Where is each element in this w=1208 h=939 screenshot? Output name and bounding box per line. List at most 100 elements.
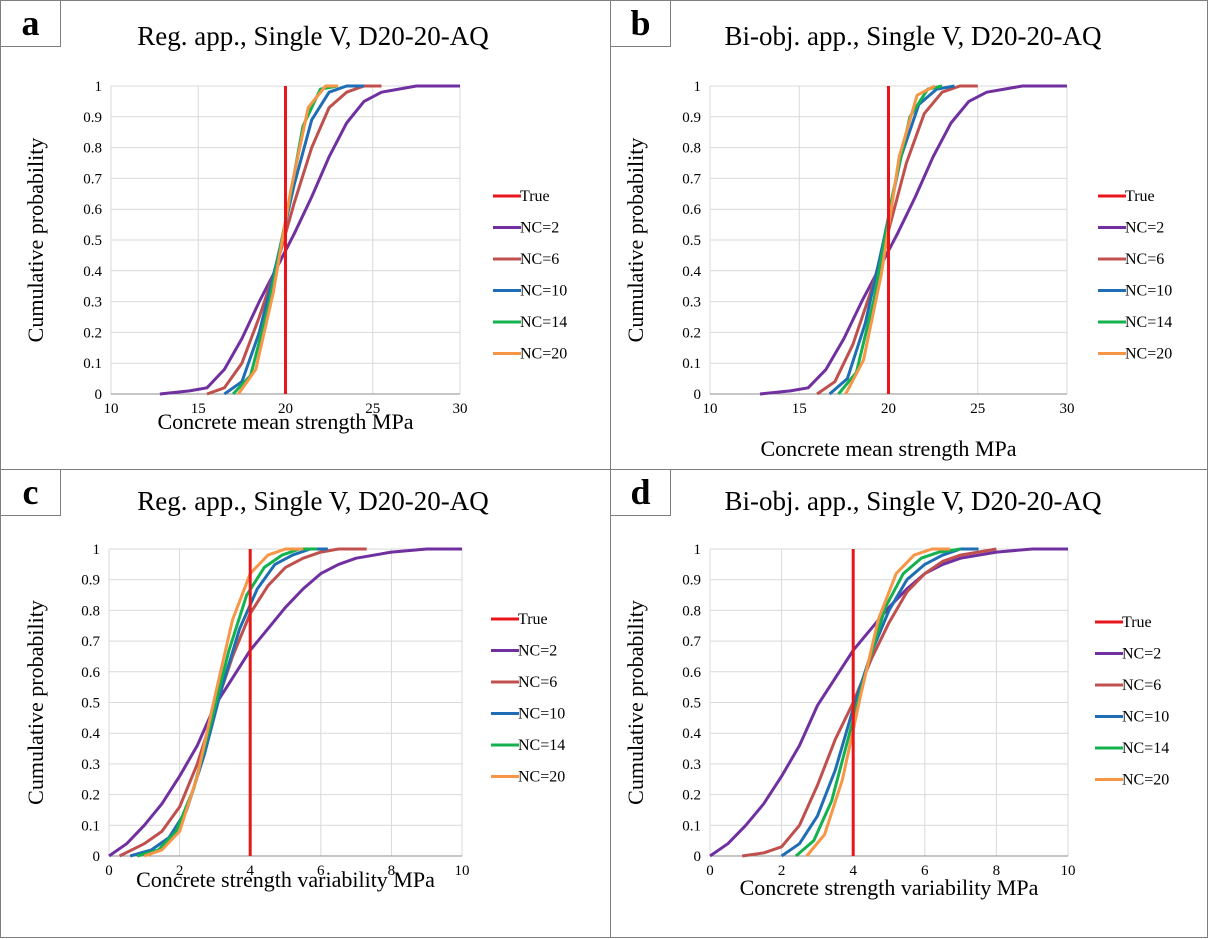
y-tick-label: 0.2	[682, 788, 701, 804]
y-tick-label: 0.3	[682, 757, 701, 773]
x-tick-label: 4	[849, 863, 857, 879]
x-tick-label: 25	[970, 401, 985, 417]
legend-label-nc-10: NC=10	[520, 283, 567, 300]
y-tick-label: 0.4	[682, 264, 701, 280]
y-tick-label: 0	[95, 387, 103, 403]
y-tick-label: 0	[694, 849, 702, 865]
x-axis-title: Concrete strength variability MPa	[740, 875, 1039, 900]
series-line-nc-20	[805, 547, 950, 857]
legend-label-nc-10: NC=10	[1125, 283, 1172, 300]
y-tick-label: 0.3	[682, 295, 701, 311]
y-tick-label: 0.8	[682, 603, 701, 619]
y-tick-label: 0.4	[81, 726, 100, 742]
legend-label-nc-14: NC=14	[1122, 740, 1169, 757]
series-line-nc-6	[206, 84, 382, 396]
y-tick-label: 1	[95, 79, 103, 95]
y-tick-label: 0.6	[682, 202, 701, 218]
y-tick-label: 0.5	[83, 233, 102, 249]
x-tick-label: 2	[778, 863, 786, 879]
chart-c: Reg. app., Single V, D20-20-AQ 0 2 4 6 8 10 0 0.…	[23, 486, 565, 892]
x-tick-label: 20	[278, 401, 293, 417]
x-tick-label: 2	[176, 863, 184, 879]
y-tick-label: 0.3	[81, 757, 100, 773]
legend-label-true: True	[520, 188, 550, 205]
y-tick-label: 0.2	[682, 325, 701, 341]
legend-label-true: True	[1125, 188, 1155, 205]
y-tick-label: 0.8	[682, 141, 701, 157]
y-tick-label: 1	[694, 542, 702, 558]
series-line-nc-2	[159, 84, 460, 396]
series-line-nc-6	[816, 84, 978, 396]
y-tick-label: 0	[694, 387, 702, 403]
y-tick-label: 0.7	[682, 171, 701, 187]
legend-label-true: True	[518, 611, 548, 628]
series-line-nc-10	[780, 547, 979, 858]
y-tick-label: 0.6	[83, 202, 102, 218]
panel-d: Bi-obj. app., Single V, D20-20-AQ 0 2 4 6 8 10…	[610, 469, 1208, 938]
panel-letter-b: b	[611, 1, 671, 47]
x-tick-label: 20	[881, 401, 896, 417]
grid-c	[108, 548, 463, 857]
x-axis-title: Concrete mean strength MPa	[761, 436, 1017, 461]
chart-title-c: Reg. app., Single V, D20-20-AQ	[137, 486, 489, 516]
x-tick-label: 15	[792, 401, 807, 417]
y-tick-label: 0.7	[682, 634, 701, 650]
y-tick-label: 0.5	[682, 233, 701, 249]
y-tick-label: 0.2	[83, 325, 102, 341]
x-tick-label: 30	[453, 401, 468, 417]
legend-label-nc-14: NC=14	[520, 314, 567, 331]
legend-label-nc-20: NC=20	[1122, 772, 1169, 789]
legend-label-nc-6: NC=6	[520, 251, 559, 268]
y-axis-title: Cumulative probability	[623, 138, 648, 343]
legend-label-nc-6: NC=6	[518, 674, 557, 691]
panel-letter-a: a	[1, 1, 61, 47]
y-tick-label: 0.6	[682, 665, 701, 681]
chart-title-d: Bi-obj. app., Single V, D20-20-AQ	[725, 486, 1102, 516]
y-tick-label: 0.9	[682, 573, 701, 589]
legend-label-nc-2: NC=2	[1122, 646, 1161, 663]
y-tick-label: 0.1	[81, 818, 100, 834]
x-tick-label: 10	[455, 863, 470, 879]
legend-label-nc-2: NC=2	[1125, 220, 1164, 237]
y-tick-label: 0.7	[81, 634, 100, 650]
y-tick-label: 0.9	[682, 110, 701, 126]
x-tick-label: 0	[105, 863, 113, 879]
legend-label-nc-20: NC=20	[518, 769, 565, 786]
panel-letter-c: c	[1, 470, 61, 516]
series-line-nc-2	[759, 84, 1067, 396]
legend-label-nc-14: NC=14	[518, 737, 565, 754]
legend-label-nc-6: NC=6	[1122, 677, 1161, 694]
y-tick-label: 0.2	[81, 788, 100, 804]
y-tick-label: 0.6	[81, 665, 100, 681]
y-tick-label: 0.8	[81, 603, 100, 619]
legend-label-nc-2: NC=2	[518, 643, 557, 660]
y-tick-label: 0.5	[81, 696, 100, 712]
x-tick-label: 10	[1061, 863, 1076, 879]
y-tick-label: 0.9	[83, 110, 102, 126]
y-tick-label: 0.5	[682, 696, 701, 712]
x-axis-title: Concrete mean strength MPa	[158, 409, 414, 434]
panel-b: Bi-obj. app., Single V, D20-20-AQ 10 15 20 2…	[610, 0, 1208, 470]
y-tick-label: 0	[93, 849, 101, 865]
y-tick-label: 0.7	[83, 171, 102, 187]
panel-a: Reg. app., Single V, D20-20-AQ 10 15 20 25 30…	[0, 0, 611, 470]
panel-c: Reg. app., Single V, D20-20-AQ 0 2 4 6 8 10 0 0.…	[0, 469, 611, 938]
x-tick-label: 0	[706, 863, 714, 879]
x-tick-label: 25	[365, 401, 380, 417]
x-tick-label: 8	[993, 863, 1001, 879]
legend-label-nc-20: NC=20	[1125, 346, 1172, 363]
series-line-nc-20	[143, 547, 304, 858]
series-line-nc-2	[108, 547, 462, 858]
x-tick-label: 4	[246, 863, 254, 879]
y-axis-title: Cumulative probability	[23, 138, 48, 343]
legend-label-nc-6: NC=6	[1125, 251, 1164, 268]
series-line-nc-6	[118, 547, 367, 858]
series-line-nc-2	[709, 547, 1068, 858]
y-tick-label: 0.1	[682, 818, 701, 834]
x-tick-label: 15	[191, 401, 206, 417]
y-axis-title: Cumulative probability	[623, 600, 648, 805]
series-line-nc-10	[223, 84, 364, 396]
x-tick-label: 10	[104, 401, 119, 417]
